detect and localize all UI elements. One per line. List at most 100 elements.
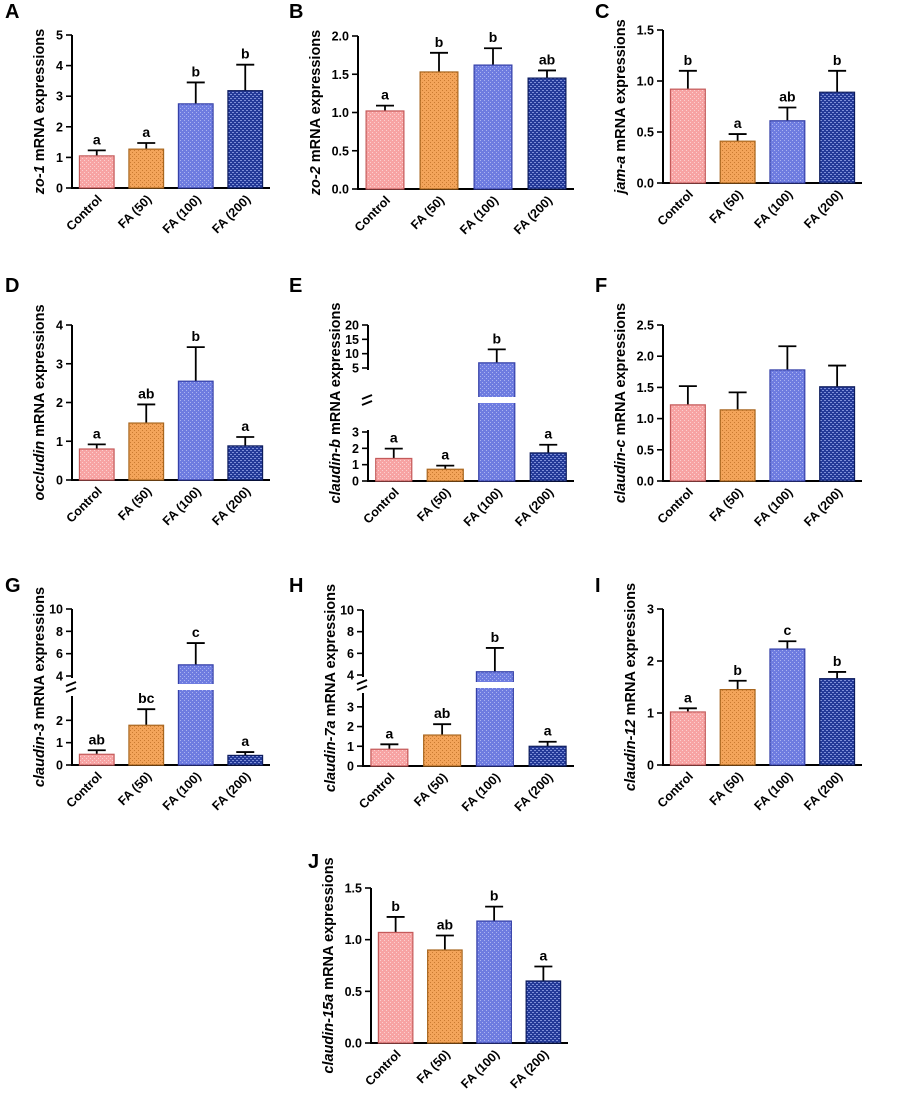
significance-label: a [93,131,101,147]
y-tick-label: 0.0 [345,1037,362,1051]
category-label: FA (50) [414,485,453,524]
significance-label: b [489,29,498,45]
panel-letter: D [5,275,19,297]
y-tick-label: 1 [352,458,359,472]
panel-J: J 0.0 0.5 1.0 1.5 claudin-15a mRNA expression… [308,851,568,1091]
y-tick-label: 0.0 [332,183,349,197]
y-tick-label: 6 [56,647,63,661]
category-label: FA (50) [411,770,450,809]
y-tick-label: 3 [647,603,654,617]
axis-break-mark [65,681,77,687]
bar [423,734,462,767]
bar [769,369,806,482]
y-axis-label-suffix: mRNA expressions [623,583,639,719]
category-label: FA (200) [209,769,253,813]
significance-label: ab [89,731,105,747]
y-tick-label: 0 [647,759,654,773]
panel-letter: H [289,575,303,597]
significance-label: b [833,653,842,669]
category-label: FA (100) [160,192,204,236]
y-axis-label: zo-1 mRNA expressions [32,29,48,195]
y-axis-label: claudin-3 mRNA expressions [32,587,48,787]
y-tick-label: 1.5 [332,68,349,82]
significance-label: b [391,898,400,914]
category-label: FA (50) [115,769,154,808]
y-tick-label: 2.0 [332,30,349,44]
significance-label: bc [138,690,155,706]
significance-label: b [684,52,693,68]
bar [528,745,567,767]
bar [227,754,264,766]
category-label: Control [655,187,696,228]
panel-I: I 0 1 2 3 claudin-12 mRNA expressions a Control… [595,575,862,813]
y-axis-label-suffix: mRNA expressions [32,29,48,165]
y-tick-label: 1 [56,435,63,449]
y-axis-label: claudin-b mRNA expressions [328,303,344,504]
bar [426,468,464,482]
bar [128,422,165,481]
bar [177,664,214,766]
bar [819,678,856,766]
panel-B: B 0.0 0.5 1.0 1.5 2.0 zo-2 mRNA expressions a Co… [289,1,574,237]
category-label: FA (100) [459,770,503,814]
panel-letter: A [5,1,19,23]
y-tick-label: 1.0 [332,106,349,120]
category-label: FA (200) [801,187,845,231]
y-tick-label: 20 [345,319,359,333]
y-tick-label: 0 [56,182,63,196]
category-label: Control [352,193,393,234]
y-tick-label: 2.5 [637,319,654,333]
category-label: Control [655,485,696,526]
bar [370,748,409,767]
panel-C: C 0.0 0.5 1.0 1.5 jam-a mRNA expressions b Cont… [595,1,862,231]
y-tick-label: 2 [56,396,63,410]
y-tick-label: 3 [352,426,359,440]
y-tick-label: 1.0 [345,933,362,947]
bar [527,77,567,190]
axis-break-mark [65,687,77,693]
bar [669,404,706,482]
y-tick-label: 0.5 [637,126,654,140]
y-tick-label: 1 [56,736,63,750]
y-tick-label: 1.0 [637,412,654,426]
category-label: Control [356,770,397,811]
y-tick-label: 1 [56,151,63,165]
bar [473,64,513,190]
significance-label: a [734,115,742,131]
significance-label: c [192,624,200,640]
y-axis-label-suffix: mRNA expressions [328,303,344,439]
y-tick-label: 0.5 [332,144,349,158]
category-label: FA (100) [160,484,204,528]
y-axis-label-gene: zo-2 [308,166,324,196]
category-label: FA (100) [752,485,796,529]
category-label: FA (200) [209,484,253,528]
y-axis-label-gene: occludin [32,441,48,501]
y-tick-label: 4 [56,670,63,684]
y-axis-label-gene: claudin-15a [321,994,337,1074]
significance-label: a [390,430,398,446]
panel-letter: J [308,851,319,873]
bar [525,980,562,1044]
bar [78,448,115,481]
significance-label: b [491,629,500,645]
category-label: FA (200) [209,192,253,236]
significance-label: b [191,63,200,79]
significance-label: b [490,888,499,904]
bar [476,920,512,1044]
bar [669,88,706,184]
significance-label: ab [539,51,555,67]
bar [177,103,214,189]
bar [377,931,414,1044]
category-label: FA (50) [707,187,746,226]
bar-break-gap [177,684,215,690]
significance-label: a [93,425,101,441]
y-axis-label-suffix: mRNA expressions [32,587,48,723]
panel-letter: F [595,275,607,297]
y-tick-label: 0.5 [345,985,362,999]
category-label: Control [64,484,105,525]
y-tick-label: 10 [340,604,354,618]
y-tick-label: 3 [56,357,63,371]
bar [819,386,856,482]
